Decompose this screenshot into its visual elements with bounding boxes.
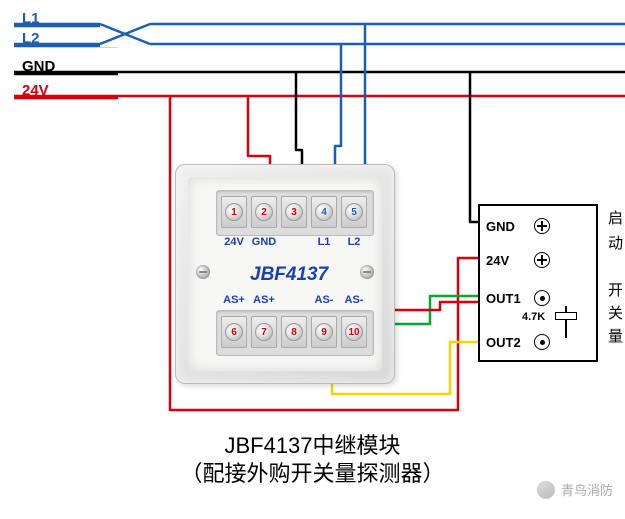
module-name: JBF4137	[250, 264, 328, 286]
top-terminal-row: 12345	[221, 196, 367, 228]
top-terminal-labels: 24V GND L1 L2	[221, 236, 367, 248]
terminal-label: AS+	[221, 294, 247, 306]
terminal-3: 3	[281, 196, 307, 228]
bus-label-l2: L2	[22, 30, 40, 47]
ext-port-out1: OUT1	[486, 290, 550, 306]
screw-right	[360, 265, 374, 279]
terminal-6: 6	[221, 316, 247, 348]
bus-label-24v: 24V	[22, 82, 49, 99]
resistor-value: 4.7K	[522, 311, 545, 323]
terminal-label: AS+	[251, 294, 277, 306]
bottom-terminal-labels: AS+ AS+ AS- AS-	[221, 294, 367, 306]
ext-port-24v: 24V	[486, 252, 550, 268]
external-detector-box: GND 24V OUT1 OUT2 4.7K	[478, 204, 598, 362]
screw-left	[196, 265, 210, 279]
terminal-4: 4	[311, 196, 337, 228]
terminal-label	[281, 236, 307, 248]
watermark-text: 青鸟消防	[561, 480, 613, 499]
side-label-switch: 开关量	[604, 282, 625, 351]
terminal-label: L1	[311, 236, 337, 248]
resistor-lead-bot	[565, 320, 567, 338]
side-label-start: 启动	[604, 210, 625, 260]
terminal-10: 10	[341, 316, 367, 348]
ext-port-gnd: GND	[486, 218, 550, 234]
terminal-9: 9	[311, 316, 337, 348]
resistor-icon	[555, 312, 577, 320]
terminal-label	[281, 294, 307, 306]
ext-port-out2: OUT2	[486, 334, 550, 350]
terminal-label: AS-	[311, 294, 337, 306]
terminal-label: AS-	[341, 294, 367, 306]
terminal-label: GND	[251, 236, 277, 248]
terminal-label: L2	[341, 236, 367, 248]
terminal-5: 5	[341, 196, 367, 228]
terminal-7: 7	[251, 316, 277, 348]
terminal-8: 8	[281, 316, 307, 348]
terminal-label: 24V	[221, 236, 247, 248]
caption-line2: （配接外购开关量探测器）	[0, 456, 625, 488]
bus-label-l1: L1	[22, 10, 40, 27]
bus-label-gnd: GND	[22, 58, 55, 75]
terminal-2: 2	[251, 196, 277, 228]
watermark-icon	[537, 481, 555, 499]
bottom-terminal-row: 678910	[221, 316, 367, 348]
terminal-1: 1	[221, 196, 247, 228]
watermark: 青鸟消防	[537, 480, 613, 499]
